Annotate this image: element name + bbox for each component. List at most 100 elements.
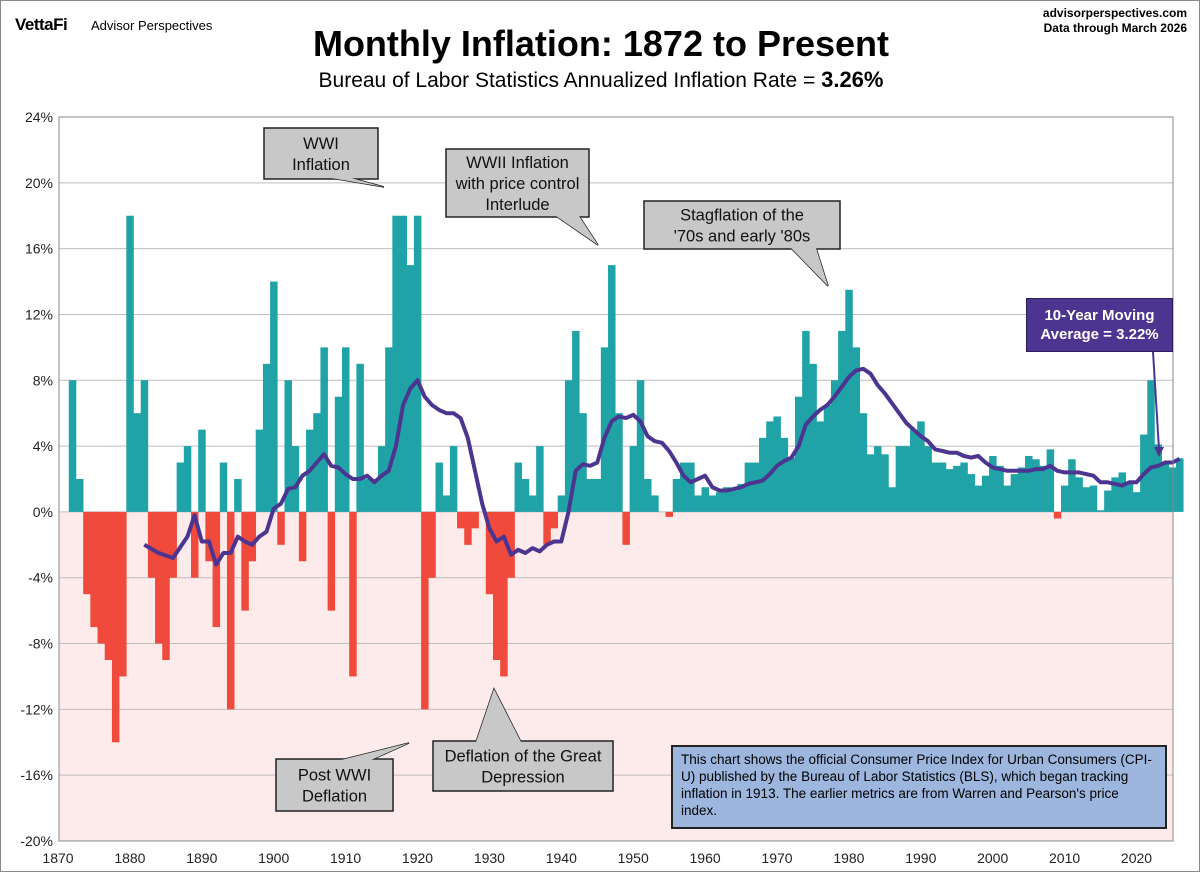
inflation-bar [1104, 490, 1112, 512]
inflation-bar [888, 487, 896, 512]
site-info: advisorperspectives.com Data through Marc… [1043, 6, 1187, 36]
inflation-bar [687, 462, 695, 512]
inflation-bar [198, 429, 206, 512]
inflation-bar [262, 363, 271, 512]
moving-average-arrow [1152, 351, 1160, 450]
inflation-bar [147, 511, 156, 578]
callout-box [432, 740, 614, 792]
inflation-bar [140, 380, 149, 512]
inflation-bar [1003, 485, 1011, 512]
plot-border [58, 116, 1174, 842]
inflation-bar [219, 462, 228, 512]
x-tick-label: 1900 [258, 850, 289, 866]
inflation-bar [643, 479, 652, 512]
inflation-bar [974, 485, 983, 512]
inflation-bar [169, 511, 177, 578]
inflation-bar [910, 429, 918, 512]
inflation-bar [356, 363, 364, 512]
x-tick-label: 1910 [330, 850, 361, 866]
inflation-bar [572, 330, 580, 512]
inflation-bar [902, 446, 911, 512]
inflation-bar [155, 511, 163, 644]
inflation-bar [104, 511, 113, 660]
callout-text: Depression [481, 769, 564, 787]
inflation-bar [514, 462, 523, 512]
chart-title: Monthly Inflation: 1872 to Present [312, 23, 890, 64]
inflation-bar [917, 421, 925, 512]
inflation-bar [593, 479, 602, 512]
inflation-bar [1061, 485, 1069, 512]
callout-pointer-fill [556, 216, 598, 245]
x-tick-label: 2000 [977, 850, 1008, 866]
inflation-bar [1111, 477, 1119, 512]
callout-text: WWI [303, 135, 339, 153]
x-tick-label: 1940 [546, 850, 577, 866]
inflation-bar [723, 487, 731, 512]
inflation-bar [924, 446, 932, 512]
inflation-bar [111, 511, 120, 743]
moving-average-line [143, 366, 1181, 567]
inflation-bar [600, 347, 609, 512]
y-tick-label: 0% [33, 504, 53, 520]
inflation-bar [363, 479, 372, 512]
inflation-bar [1032, 459, 1040, 512]
inflation-bar [874, 446, 882, 512]
inflation-bar [557, 495, 566, 512]
inflation-bar [1176, 458, 1184, 512]
callout-box [643, 200, 841, 250]
inflation-bar [845, 289, 853, 512]
inflation-bar [392, 215, 400, 512]
inflation-bar [119, 511, 127, 677]
inflation-bar [1082, 487, 1091, 512]
inflation-bar [708, 495, 717, 512]
inflation-bar [68, 380, 77, 512]
y-tick-label: 12% [25, 306, 53, 322]
wwi-callout: WWI Inflation [263, 127, 385, 188]
callout-pointer-fill [341, 743, 409, 760]
inflation-bar [83, 511, 91, 595]
inflation-bar [162, 511, 170, 660]
inflation-bar [953, 465, 961, 512]
inflation-bar [1125, 482, 1134, 512]
inflation-bar [737, 483, 745, 512]
inflation-bar [471, 511, 479, 529]
inflation-bar [881, 454, 889, 512]
subtitle-value: 3.26% [821, 67, 884, 92]
inflation-bar [500, 511, 508, 677]
inflation-bar [334, 396, 343, 512]
inflation-bar [133, 413, 141, 512]
inflation-bar [859, 413, 868, 512]
site-url: advisorperspectives.com [1042, 6, 1187, 20]
inflation-bar [564, 380, 573, 512]
inflation-bar [730, 490, 738, 512]
inflation-bar [1154, 444, 1162, 512]
inflation-bar [694, 495, 702, 512]
x-tick-label: 1880 [114, 850, 145, 866]
y-tick-label: -12% [20, 701, 53, 717]
callout-text: Deflation of the Great [445, 748, 602, 766]
x-tick-label: 1970 [761, 850, 792, 866]
inflation-bar [126, 215, 134, 512]
inflation-bar [967, 474, 976, 512]
inflation-bar [183, 446, 192, 512]
inflation-bar [521, 479, 530, 512]
inflation-bar [715, 492, 724, 512]
post-wwi-callout: Post WWI Deflation [275, 742, 410, 812]
inflation-bar [320, 347, 328, 512]
inflation-bar [1017, 467, 1026, 512]
inflation-bar [298, 511, 307, 562]
callout-text: Post WWI [298, 767, 371, 785]
y-tick-label: -8% [28, 636, 53, 652]
chart-subtitle: Bureau of Labor Statistics Annualized In… [1, 67, 1199, 93]
y-tick-label: 16% [25, 241, 53, 257]
inflation-bar [751, 462, 760, 512]
inflation-bar [744, 462, 753, 512]
inflation-bar [838, 330, 846, 512]
callout-text: Stagflation of the [680, 207, 804, 225]
x-tick-label: 1960 [690, 850, 721, 866]
inflation-bar [1046, 449, 1055, 512]
callout-pointer-fill [331, 178, 384, 187]
x-tick-label: 2020 [1121, 850, 1152, 866]
source-note: This chart shows the official Consumer P… [671, 745, 1167, 829]
